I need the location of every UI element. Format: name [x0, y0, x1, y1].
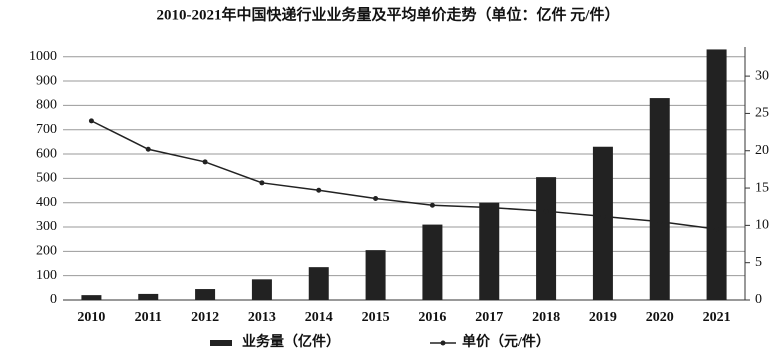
bar: [649, 98, 670, 300]
x-tick-label: 2021: [703, 310, 731, 325]
y2-tick-label: 15: [755, 180, 769, 195]
x-tick-label: 2016: [418, 310, 446, 325]
line-point: [202, 159, 208, 165]
y-tick-label: 300: [36, 219, 57, 234]
x-tick-label: 2018: [532, 310, 560, 325]
bar: [81, 295, 102, 300]
chart-title: 2010-2021年中国快递行业业务量及平均单价走势（单位：亿件 元/件）: [157, 5, 620, 23]
legend-swatch: [210, 340, 232, 346]
x-tick-label: 2010: [77, 310, 105, 325]
y2-tick-label: 30: [755, 68, 769, 83]
x-tick-label: 2015: [362, 310, 390, 325]
y-tick-label: 600: [36, 146, 57, 161]
y-tick-label: 500: [36, 171, 57, 186]
y-tick-label: 400: [36, 195, 57, 210]
y-tick-label: 200: [36, 244, 57, 259]
bar: [706, 49, 727, 300]
y2-tick-label: 20: [755, 143, 769, 158]
line-point: [373, 196, 379, 202]
x-tick-label: 2013: [248, 310, 276, 325]
y-tick-label: 100: [36, 268, 57, 283]
bar: [479, 202, 500, 300]
line-point: [486, 204, 492, 210]
line-point: [259, 180, 265, 186]
x-tick-label: 2019: [589, 310, 617, 325]
bar: [195, 289, 216, 300]
bar: [422, 224, 443, 300]
y-tick-label: 900: [36, 73, 57, 88]
legend-label: 单价（元/件）: [462, 333, 550, 350]
line-point: [657, 219, 663, 225]
bar: [251, 279, 272, 300]
bar: [308, 267, 329, 300]
line-point: [145, 146, 151, 152]
line-point: [714, 226, 720, 232]
y2-tick-label: 25: [755, 106, 769, 121]
y2-tick-label: 10: [755, 218, 769, 233]
x-tick-label: 2011: [135, 310, 162, 325]
legend-label: 业务量（亿件）: [242, 333, 340, 350]
y-tick-label: 700: [36, 122, 57, 137]
line: [91, 120, 717, 230]
y2-tick-label: 0: [755, 292, 762, 307]
line-point: [88, 118, 94, 124]
legend-swatch: [440, 340, 446, 346]
x-tick-label: 2014: [305, 310, 333, 325]
line-point: [429, 202, 435, 208]
bar: [592, 146, 613, 300]
y2-tick-label: 5: [755, 255, 762, 270]
bar: [138, 293, 159, 300]
x-tick-label: 2017: [475, 310, 503, 325]
y-tick-label: 800: [36, 98, 57, 113]
y-tick-label: 1000: [29, 49, 57, 64]
bar: [365, 250, 386, 300]
line-point: [316, 187, 322, 193]
y-tick-label: 0: [50, 292, 57, 307]
line-point: [543, 208, 549, 214]
line-point: [600, 213, 606, 219]
x-tick-label: 2020: [646, 310, 674, 325]
x-tick-label: 2012: [191, 310, 219, 325]
bar: [536, 177, 557, 300]
